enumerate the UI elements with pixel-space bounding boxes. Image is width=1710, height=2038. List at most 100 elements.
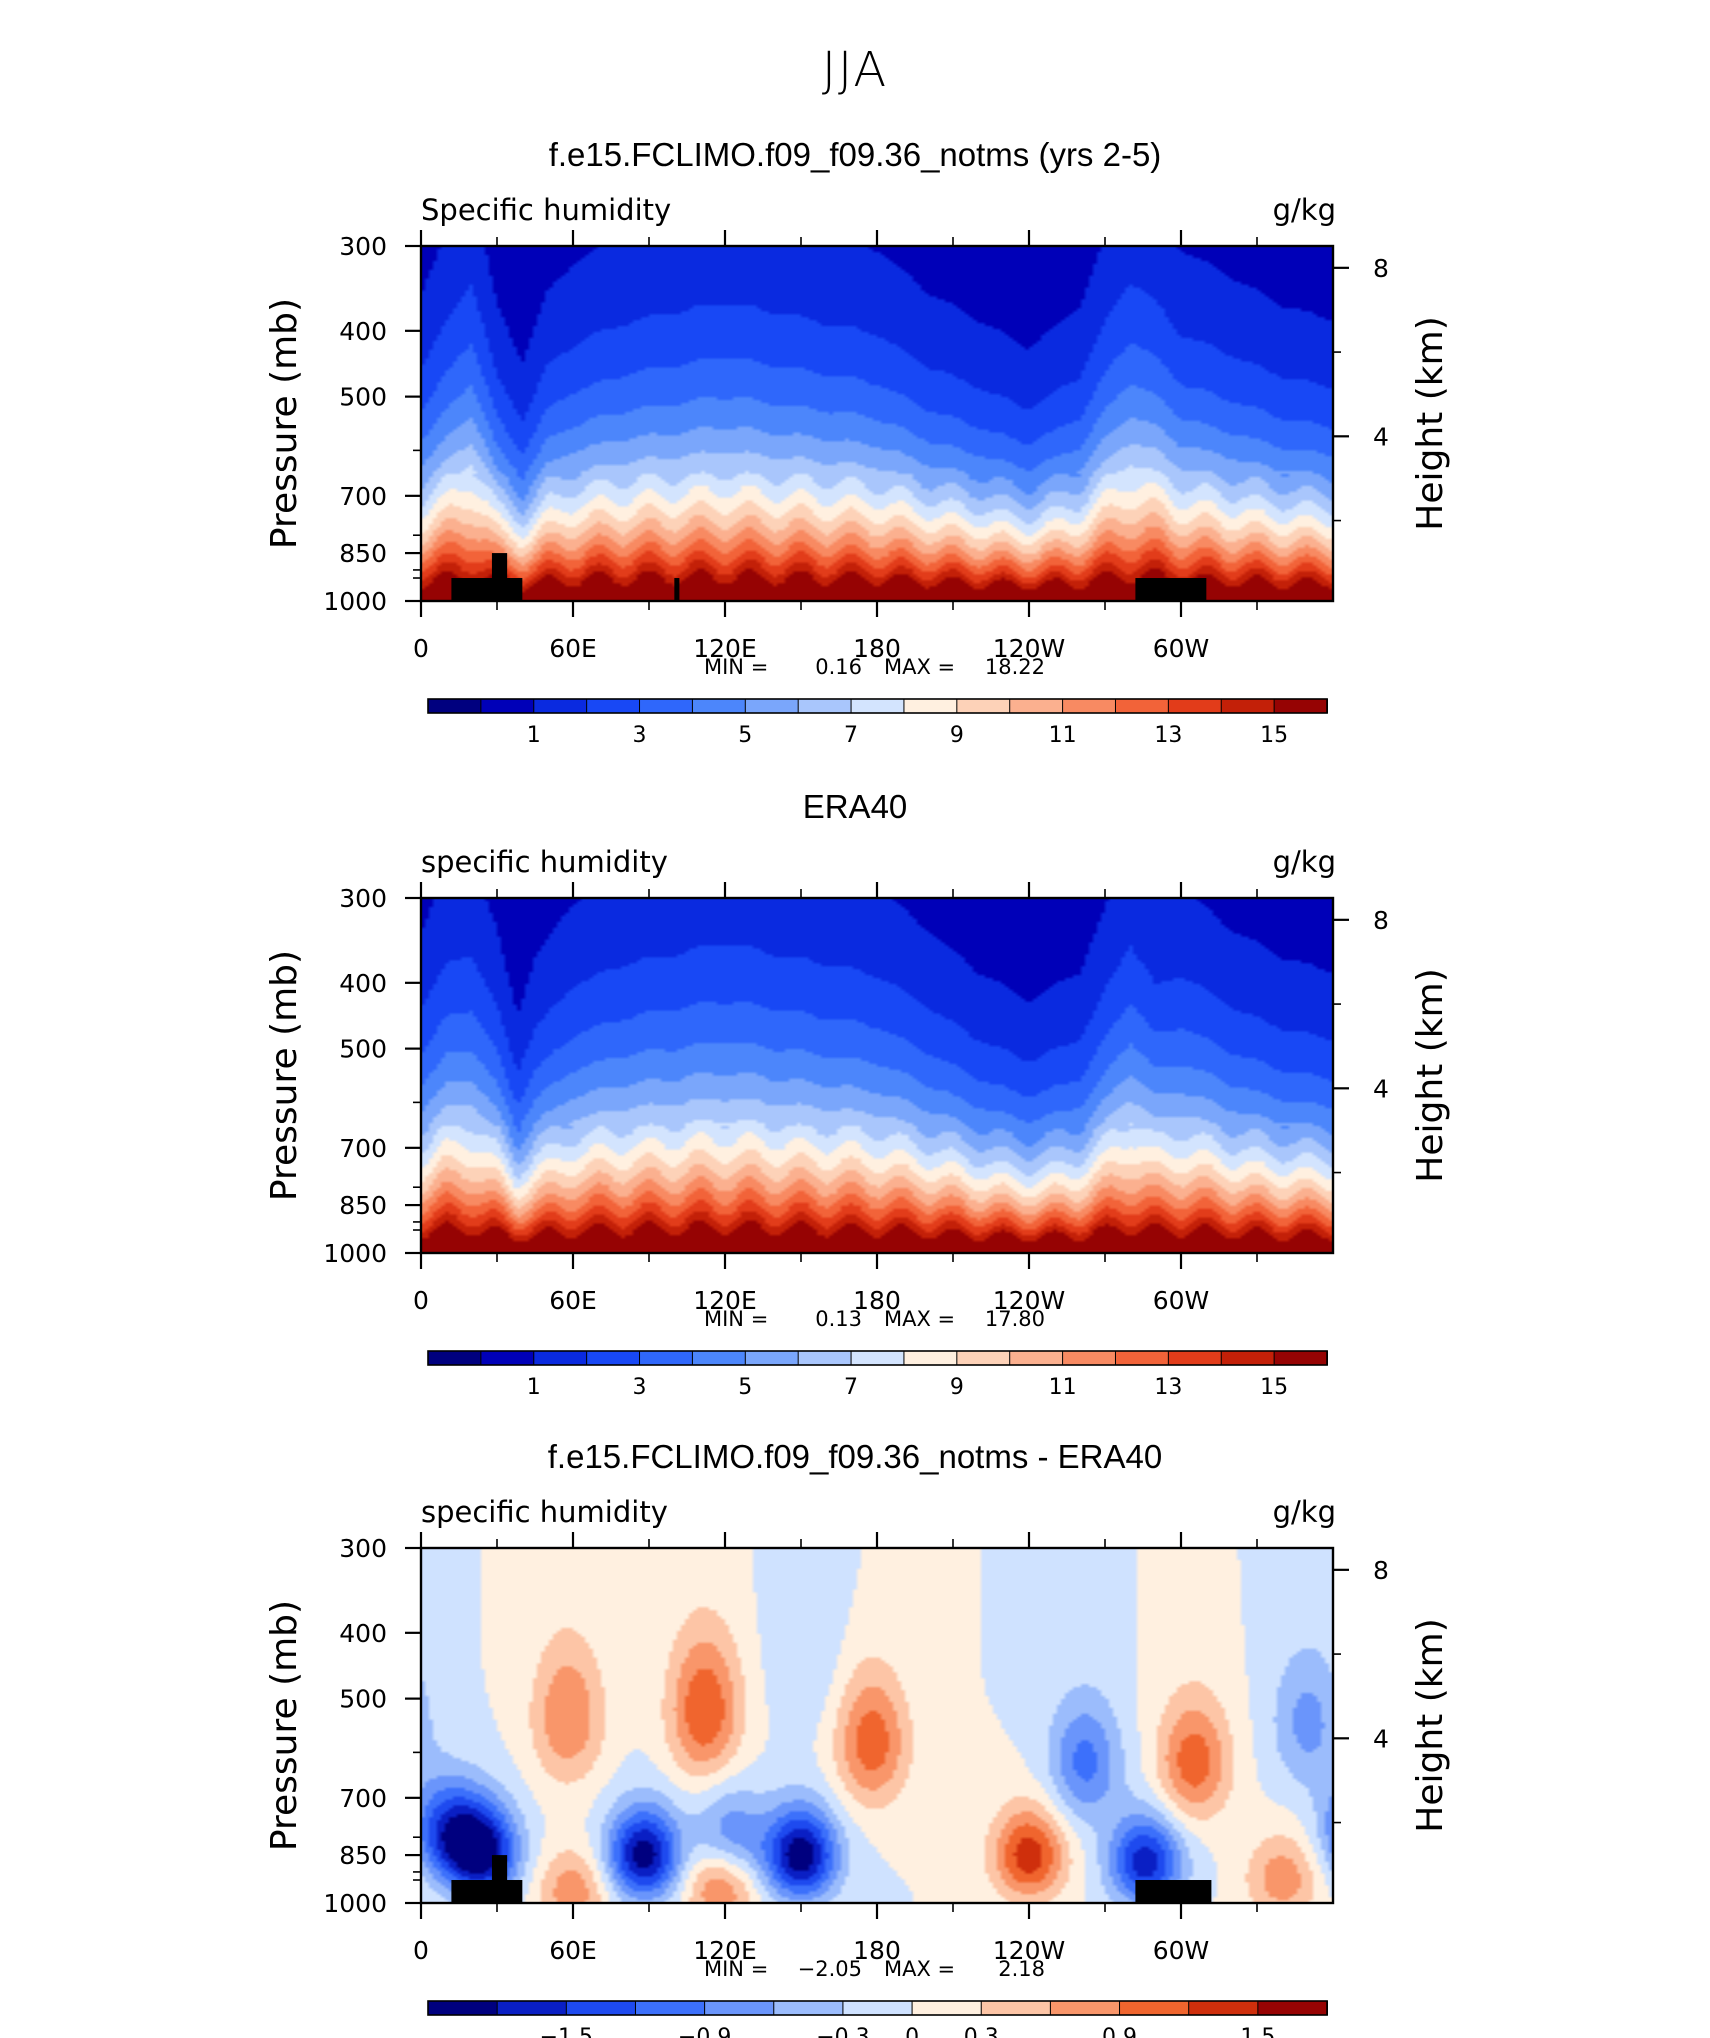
panel-3-title: f.e15.FCLIMO.f09_f09.36_notms - ERA40 bbox=[547, 1438, 1163, 1475]
colorbar-swatch bbox=[427, 1350, 482, 1366]
colorbar-swatch bbox=[956, 698, 1011, 714]
colorbar-swatch bbox=[496, 2000, 568, 2016]
colorbar-swatch bbox=[1167, 1350, 1223, 1366]
topography-mask bbox=[451, 578, 523, 601]
colorbar-swatch bbox=[427, 2000, 499, 2016]
colorbar-swatch bbox=[1062, 698, 1117, 714]
x-tick-label: 0 bbox=[413, 634, 429, 663]
units-label: g/kg bbox=[1273, 193, 1336, 227]
colorbar-swatch bbox=[586, 698, 641, 714]
x-tick-label: 0 bbox=[413, 1936, 429, 1965]
y-tick-label: 700 bbox=[339, 1784, 387, 1813]
x-tick-label: 180 bbox=[853, 1936, 901, 1965]
x-tick-label: 60E bbox=[549, 1286, 597, 1315]
x-tick-label: 120W bbox=[993, 634, 1065, 663]
colorbar-label: 13 bbox=[1154, 1375, 1182, 1400]
colorbar-label: 11 bbox=[1049, 723, 1077, 748]
y-tick-label: 700 bbox=[339, 1134, 387, 1163]
colorbar-swatch bbox=[639, 1350, 694, 1366]
colorbar-swatch bbox=[956, 1350, 1011, 1366]
colorbar-frame bbox=[427, 698, 1328, 714]
y-tick-label: 850 bbox=[339, 539, 387, 568]
colorbar-swatch bbox=[691, 1350, 747, 1366]
colorbar-label: 9 bbox=[950, 1375, 964, 1400]
colorbar-swatch bbox=[480, 698, 535, 714]
colorbar-swatch bbox=[773, 2000, 844, 2016]
colorbar-swatch bbox=[1273, 698, 1329, 714]
y-tick-label: 700 bbox=[339, 482, 387, 511]
colorbar-swatch bbox=[744, 1350, 800, 1366]
colorbar: 1 3 5 7 9 11 13 15 bbox=[427, 1350, 1329, 1400]
colorbar-swatch bbox=[1188, 2000, 1259, 2016]
colorbar-swatch bbox=[1167, 698, 1223, 714]
colorbar-label: 7 bbox=[844, 1375, 858, 1400]
y2-tick-label: 4 bbox=[1373, 422, 1389, 451]
max-label: MAX = bbox=[884, 1957, 955, 1981]
colorbar-label: 5 bbox=[738, 1375, 752, 1400]
colorbar: 1 3 5 7 9 11 13 15 bbox=[427, 698, 1329, 748]
x-tick-label: 0 bbox=[413, 1286, 429, 1315]
x-tick-label: 120E bbox=[693, 1936, 757, 1965]
heatmap-field bbox=[421, 898, 1333, 1253]
figure-title: JJA bbox=[821, 42, 889, 98]
y2-tick-label: 8 bbox=[1373, 254, 1389, 283]
colorbar-swatch bbox=[1119, 2000, 1190, 2016]
topography-mask bbox=[674, 578, 680, 601]
colorbar-swatch bbox=[850, 698, 905, 714]
y-tick-label: 300 bbox=[339, 1534, 387, 1563]
colorbar-swatch bbox=[1114, 1350, 1170, 1366]
x-tick-label: 60W bbox=[1153, 1286, 1210, 1315]
max-value: 2.18 bbox=[998, 1957, 1045, 1981]
colorbar-label: 7 bbox=[844, 723, 858, 748]
max-value: 17.80 bbox=[985, 1307, 1045, 1331]
colorbar-swatch bbox=[1220, 1350, 1276, 1366]
colorbar-swatch bbox=[639, 698, 694, 714]
panel-2: specific humidity g/kg3004005007008501000… bbox=[264, 845, 1451, 1400]
colorbar-label: 0 bbox=[905, 2025, 919, 2038]
colorbar-label: 3 bbox=[633, 723, 647, 748]
topography-mask bbox=[1135, 1880, 1212, 1903]
colorbar-swatch bbox=[565, 2000, 637, 2016]
y-axis-title: Pressure (mb) bbox=[264, 298, 305, 549]
colorbar-swatch bbox=[1049, 2000, 1121, 2016]
colorbar-swatch bbox=[1220, 698, 1276, 714]
y-tick-label: 300 bbox=[339, 232, 387, 261]
x-tick-label: 60W bbox=[1153, 1936, 1210, 1965]
min-value: −2.05 bbox=[798, 1957, 862, 1981]
min-value: 0.13 bbox=[815, 1307, 862, 1331]
max-value: 18.22 bbox=[985, 655, 1045, 679]
min-label: MIN = bbox=[704, 655, 768, 679]
colorbar-swatch bbox=[1114, 698, 1170, 714]
x-tick-label: 60E bbox=[549, 634, 597, 663]
x-tick-label: 180 bbox=[853, 634, 901, 663]
min-label: MIN = bbox=[704, 1957, 768, 1981]
x-tick-label: 120W bbox=[993, 1936, 1065, 1965]
colorbar-swatch bbox=[427, 698, 482, 714]
panel-1-title: f.e15.FCLIMO.f09_f09.36_notms (yrs 2-5) bbox=[548, 136, 1162, 173]
colorbar-swatch bbox=[533, 1350, 588, 1366]
colorbar-label: 15 bbox=[1260, 1375, 1288, 1400]
panel-3: specific humidity g/kg3004005007008501000… bbox=[264, 1495, 1451, 2038]
colorbar: −1.5 −0.9 −0.3 0 0.3 0.9 1.5 bbox=[427, 2000, 1329, 2038]
colorbar-swatch bbox=[480, 1350, 535, 1366]
y-tick-label: 850 bbox=[339, 1191, 387, 1220]
colorbar-frame bbox=[427, 1350, 1328, 1366]
field-label: specific humidity bbox=[421, 1495, 668, 1529]
field-label: specific humidity bbox=[421, 845, 668, 879]
colorbar-swatch bbox=[1009, 1350, 1064, 1366]
colorbar-swatch bbox=[533, 698, 588, 714]
colorbar-swatch bbox=[850, 1350, 905, 1366]
colorbar-label: −0.9 bbox=[678, 2025, 731, 2038]
colorbar-label: 13 bbox=[1154, 723, 1182, 748]
panel-1: Specific humidity g/kg3004005007008501000… bbox=[264, 193, 1451, 748]
y2-tick-label: 4 bbox=[1373, 1074, 1389, 1103]
min-label: MIN = bbox=[704, 1307, 768, 1331]
colorbar-swatch bbox=[744, 698, 800, 714]
y2-axis-title: Height (km) bbox=[1410, 316, 1451, 530]
colorbar-label: 0.9 bbox=[1102, 2025, 1137, 2038]
y2-tick-label: 8 bbox=[1373, 1556, 1389, 1585]
topography-mask bbox=[1135, 578, 1207, 601]
colorbar-swatch bbox=[1009, 698, 1064, 714]
colorbar-swatch bbox=[797, 1350, 853, 1366]
